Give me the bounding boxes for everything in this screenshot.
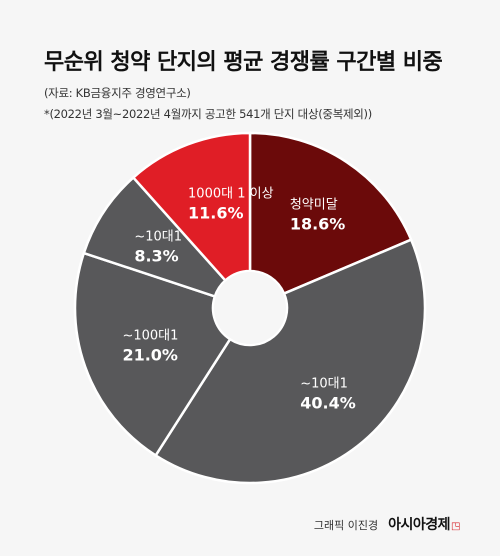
slice-value-3: 8.3% [134, 247, 178, 266]
slice-value-4: 11.6% [188, 203, 244, 222]
pie-slice-4 [131, 131, 252, 283]
slice-label-4: 1000대 1 이상 [188, 186, 274, 201]
slice-label-3: ~10대1 [134, 230, 182, 245]
pie-slice-1 [153, 238, 427, 485]
slice-label-0: 청약미달 [290, 198, 338, 213]
donut-hole [214, 272, 286, 344]
pie-slice-3 [82, 175, 228, 298]
slice-value-1: 40.4% [300, 394, 356, 413]
brand-name: 아시아경제 [388, 517, 451, 533]
brand-logo: 아시아경제◳ [388, 514, 460, 534]
brand-mark-icon: ◳ [451, 521, 460, 532]
slice-label-1: ~10대1 [300, 377, 348, 392]
pie-slice-0 [248, 131, 413, 296]
scope-note: *(2022년 3월~2022년 4월까지 공고한 541개 단지 대상(중복제… [44, 107, 372, 121]
slice-value-2: 21.0% [122, 345, 178, 364]
pie-slice-2 [73, 251, 232, 458]
slice-label-2: ~100대1 [122, 328, 178, 343]
source-note: (자료: KB금융지주 경영연구소) [44, 86, 191, 100]
footer: 그래픽 이진경 아시아경제◳ [313, 514, 461, 534]
slice-value-0: 18.6% [290, 215, 346, 234]
graphic-credit: 그래픽 이진경 [313, 519, 379, 532]
chart-title: 무순위 청약 단지의 평균 경쟁률 구간별 비중 [44, 50, 443, 75]
